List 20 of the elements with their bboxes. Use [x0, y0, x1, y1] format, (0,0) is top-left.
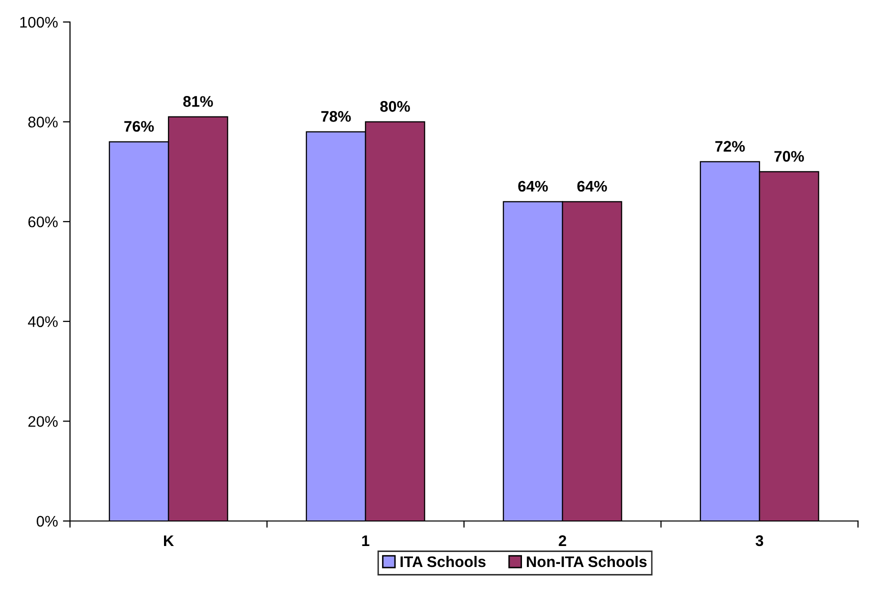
y-tick-label: 60% [28, 216, 58, 228]
legend-label: Non-ITA Schools [526, 556, 647, 568]
data-label: 81% [183, 96, 213, 107]
data-label: 70% [774, 150, 804, 162]
data-label: 78% [321, 110, 351, 122]
data-label: 72% [715, 140, 745, 152]
data-label: 64% [577, 180, 607, 192]
x-tick-label: 3 [756, 535, 764, 546]
y-tick-label: 100% [20, 16, 58, 28]
y-tick-label: 20% [28, 416, 58, 427]
data-label: 64% [518, 180, 548, 192]
y-tick-label: 0% [36, 516, 58, 527]
x-tick-label: 1 [362, 535, 370, 546]
data-label: 76% [124, 120, 154, 132]
y-tick-label: 40% [28, 316, 58, 328]
legend-label: ITA Schools [400, 556, 486, 568]
data-label: 80% [380, 101, 410, 112]
y-tick-label: 80% [28, 116, 58, 128]
x-tick-label: 2 [558, 535, 566, 546]
x-tick-label: K [164, 535, 174, 546]
